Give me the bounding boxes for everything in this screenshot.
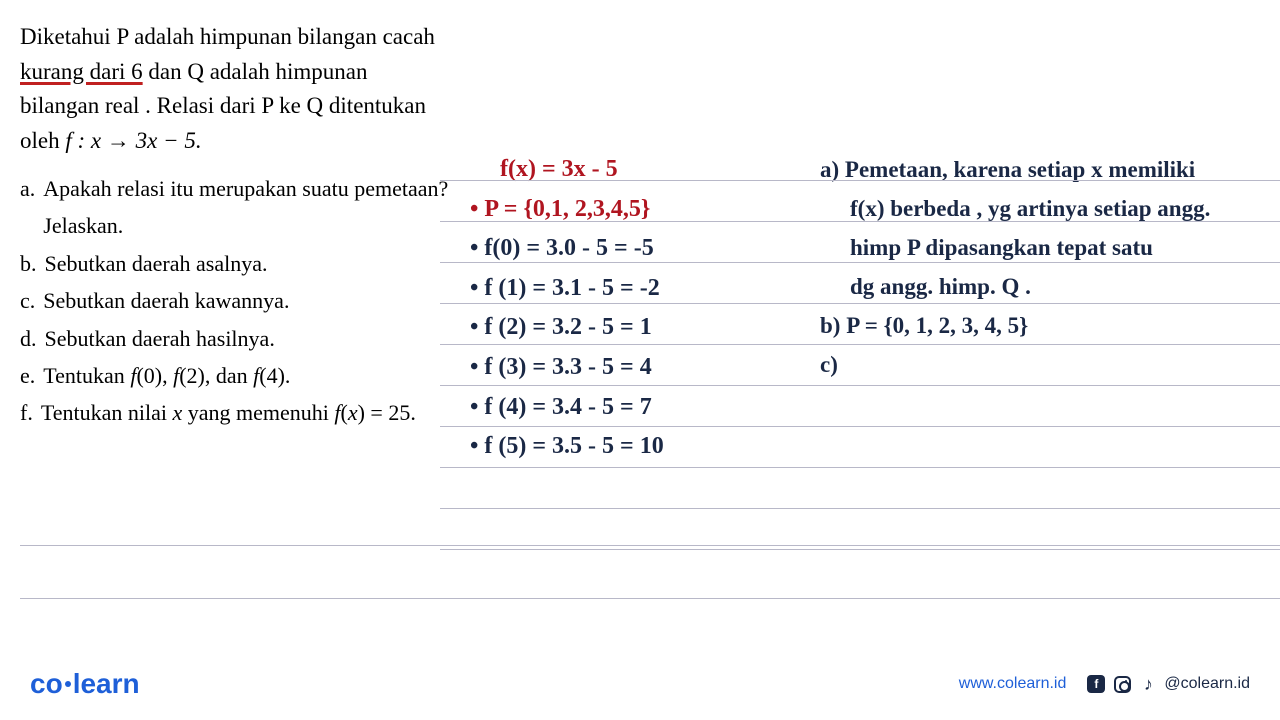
answer-b: b) P = {0, 1, 2, 3, 4, 5} bbox=[820, 306, 1260, 345]
work-column: f(x) = 3x - 5 • P = {0,1, 2,3,4,5} • f(0… bbox=[470, 20, 800, 467]
question-text: Sebutkan daerah asalnya. bbox=[45, 245, 268, 282]
work-f0: • f(0) = 3.0 - 5 = -5 bbox=[470, 229, 800, 269]
question-b: b. Sebutkan daerah asalnya. bbox=[20, 245, 450, 282]
answer-column: a) Pemetaan, karena setiap x memiliki f(… bbox=[820, 20, 1260, 467]
question-list: a. Apakah relasi itu merupakan suatu pem… bbox=[20, 170, 450, 432]
question-d: d. Sebutkan daerah hasilnya. bbox=[20, 320, 450, 357]
instagram-icon[interactable] bbox=[1112, 674, 1132, 694]
work-f4: • f (4) = 3.4 - 5 = 7 bbox=[470, 388, 800, 428]
work-f3: • f (3) = 3.3 - 5 = 4 bbox=[470, 348, 800, 388]
answer-a-line1: a) Pemetaan, karena setiap x memiliki bbox=[820, 150, 1260, 189]
work-f5: • f (5) = 3.5 - 5 = 10 bbox=[470, 427, 800, 467]
answer-a-line4: dg angg. himp. Q . bbox=[820, 267, 1260, 306]
question-text: Apakah relasi itu merupakan suatu pemeta… bbox=[43, 170, 450, 245]
problem-statement: Diketahui P adalah himpunan bilangan cac… bbox=[20, 20, 450, 158]
question-f: f. Tentukan nilai x yang memenuhi f(x) =… bbox=[20, 394, 450, 431]
question-a: a. Apakah relasi itu merupakan suatu pem… bbox=[20, 170, 450, 245]
footer-right: www.colearn.id f ♪ @colearn.id bbox=[959, 674, 1250, 694]
brand-logo: colearn bbox=[30, 668, 140, 700]
work-set-p: • P = {0,1, 2,3,4,5} bbox=[470, 190, 800, 230]
work-f2: • f (2) = 3.2 - 5 = 1 bbox=[470, 308, 800, 348]
problem-function: f : x → 3x − 5. bbox=[65, 128, 201, 153]
question-e: e. Tentukan f(0), f(2), dan f(4). bbox=[20, 357, 450, 394]
question-text: Sebutkan daerah kawannya. bbox=[43, 282, 289, 319]
problem-text-before: Diketahui P adalah himpunan bilangan cac… bbox=[20, 24, 435, 49]
logo-dot-icon bbox=[65, 681, 71, 687]
question-c: c. Sebutkan daerah kawannya. bbox=[20, 282, 450, 319]
answer-c: c) bbox=[820, 345, 1260, 384]
question-label: c. bbox=[20, 282, 35, 319]
question-text: Sebutkan daerah hasilnya. bbox=[45, 320, 275, 357]
tiktok-icon[interactable]: ♪ bbox=[1138, 674, 1158, 694]
work-fx: f(x) = 3x - 5 bbox=[470, 150, 800, 190]
question-text: Tentukan nilai x yang memenuhi f(x) = 25… bbox=[41, 394, 416, 431]
website-link[interactable]: www.colearn.id bbox=[959, 675, 1067, 693]
problem-column: Diketahui P adalah himpunan bilangan cac… bbox=[20, 20, 450, 467]
social-links: f ♪ @colearn.id bbox=[1086, 674, 1250, 694]
footer: colearn www.colearn.id f ♪ @colearn.id bbox=[0, 668, 1280, 700]
question-label: d. bbox=[20, 320, 37, 357]
problem-underlined: kurang dari 6 bbox=[20, 59, 143, 84]
question-label: f. bbox=[20, 394, 33, 431]
question-label: e. bbox=[20, 357, 35, 394]
answer-a-line2: f(x) berbeda , yg artinya setiap angg. bbox=[820, 189, 1260, 228]
question-label: b. bbox=[20, 245, 37, 282]
answer-a-line3: himp P dipasangkan tepat satu bbox=[820, 228, 1260, 267]
main-content: Diketahui P adalah himpunan bilangan cac… bbox=[0, 0, 1280, 467]
logo-right: learn bbox=[73, 668, 140, 699]
question-label: a. bbox=[20, 170, 35, 245]
logo-left: co bbox=[30, 668, 63, 699]
social-handle: @colearn.id bbox=[1164, 675, 1250, 693]
question-text: Tentukan f(0), f(2), dan f(4). bbox=[43, 357, 290, 394]
work-f1: • f (1) = 3.1 - 5 = -2 bbox=[470, 269, 800, 309]
facebook-icon[interactable]: f bbox=[1086, 674, 1106, 694]
